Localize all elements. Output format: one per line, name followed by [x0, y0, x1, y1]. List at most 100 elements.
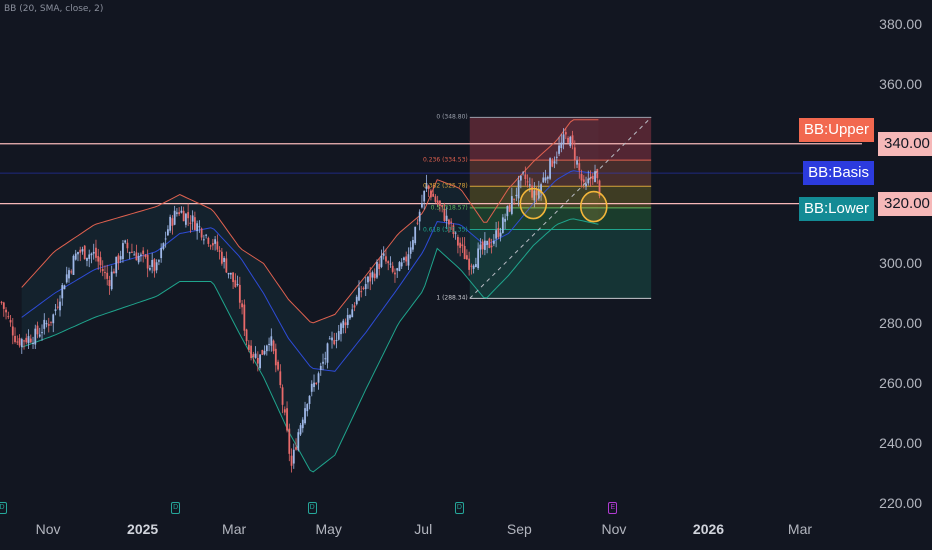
- candle-body: [88, 254, 91, 259]
- candle-body: [310, 383, 313, 392]
- candle-body: [155, 262, 158, 271]
- candle-body: [205, 234, 208, 236]
- candle-body: [131, 251, 133, 253]
- indicator-label[interactable]: BB (20, SMA, close, 2): [4, 4, 104, 14]
- candle-body: [200, 228, 203, 238]
- candle-body: [501, 217, 504, 233]
- candle-body: [250, 345, 252, 359]
- fib-zone: [469, 186, 652, 208]
- candle-body: [68, 270, 70, 279]
- candle-body: [198, 226, 201, 228]
- candle-body: [373, 273, 376, 279]
- candle-body: [551, 160, 554, 167]
- candle-body: [97, 256, 100, 262]
- candle-body: [288, 428, 291, 454]
- candle-body: [319, 365, 322, 370]
- y-tick-label: 260.00: [879, 375, 922, 392]
- candle-body: [450, 221, 453, 223]
- earnings-marker[interactable]: E: [608, 502, 618, 514]
- candle-body: [243, 304, 246, 331]
- candle-body: [486, 240, 489, 245]
- candle-body: [254, 353, 257, 358]
- candle-body: [564, 132, 567, 135]
- candle-body: [403, 257, 405, 261]
- candle-body: [72, 255, 75, 275]
- candle-body: [74, 253, 77, 260]
- candle-body: [167, 229, 169, 236]
- candle-body: [340, 323, 342, 335]
- candle-body: [162, 243, 165, 250]
- candle-body: [558, 145, 560, 154]
- candle-body: [272, 340, 275, 352]
- candle-body: [483, 240, 486, 250]
- candle-body: [124, 240, 127, 243]
- candle-body: [582, 179, 585, 182]
- candle-body: [477, 248, 480, 269]
- candle-body: [0, 301, 3, 303]
- candle-body: [594, 171, 596, 183]
- candle-body: [101, 269, 104, 272]
- candle-body: [481, 241, 484, 250]
- candle-body: [351, 309, 354, 318]
- candle-body: [108, 280, 111, 287]
- candle-body: [587, 178, 590, 184]
- candle-body: [441, 205, 444, 207]
- candle-body: [479, 244, 482, 250]
- candle-body: [189, 222, 192, 224]
- candle-body: [414, 226, 417, 244]
- candle-body: [261, 349, 264, 355]
- candle-body: [371, 272, 374, 278]
- candle-body: [492, 240, 495, 244]
- candle-body: [238, 284, 241, 303]
- candle-body: [126, 242, 129, 249]
- candle-body: [596, 169, 599, 179]
- candle-body: [122, 243, 124, 260]
- candle-body: [301, 419, 304, 429]
- candle-body: [382, 253, 385, 256]
- candle-body: [270, 336, 273, 346]
- dividend-marker[interactable]: D: [171, 502, 181, 514]
- candle-body: [452, 225, 455, 234]
- candle-body: [364, 284, 367, 290]
- candle-body: [355, 296, 358, 305]
- candle-body: [555, 156, 558, 158]
- candle-body: [344, 322, 347, 326]
- candle-body: [283, 409, 286, 413]
- candle-body: [576, 160, 578, 165]
- candle-body: [50, 321, 52, 323]
- candle-body: [209, 245, 212, 247]
- y-tick-label: 380.00: [879, 15, 922, 32]
- candle-body: [16, 341, 19, 343]
- candle-body: [279, 371, 282, 386]
- bb-tag: BB:Upper: [798, 117, 874, 142]
- candle-body: [171, 218, 174, 226]
- fib-level-label: 0.618 (311.35): [422, 226, 468, 233]
- candle-body: [59, 301, 61, 311]
- candle-body: [286, 408, 288, 431]
- candle-body: [70, 271, 73, 273]
- dividend-marker[interactable]: D: [454, 502, 464, 514]
- candle-body: [110, 271, 113, 290]
- candle-body: [135, 252, 138, 261]
- candle-body: [448, 219, 450, 225]
- candle-body: [376, 261, 378, 278]
- candle-body: [32, 342, 34, 344]
- candle-body: [400, 262, 403, 267]
- candle-body: [11, 326, 14, 336]
- candle-body: [389, 263, 392, 265]
- candle-body: [394, 272, 396, 275]
- candle-body: [9, 320, 12, 323]
- candle-body: [149, 268, 151, 270]
- dividend-marker[interactable]: D: [0, 502, 7, 514]
- candle-body: [398, 262, 401, 272]
- y-tick-label: 300.00: [879, 255, 922, 272]
- candle-body: [225, 258, 228, 273]
- candle-body: [63, 285, 66, 290]
- dividend-marker[interactable]: D: [307, 502, 317, 514]
- candle-body: [90, 253, 93, 256]
- candle-body: [119, 256, 122, 260]
- candle-body: [553, 161, 556, 164]
- candle-body: [263, 350, 266, 355]
